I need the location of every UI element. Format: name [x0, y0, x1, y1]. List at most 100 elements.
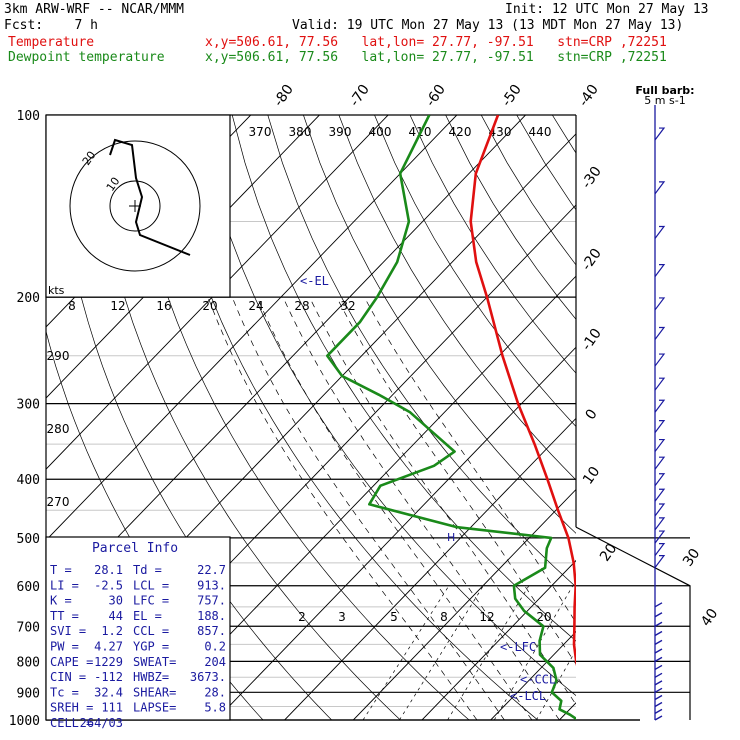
parcel-info-key: LCL =: [133, 578, 169, 592]
theta-label: 290: [47, 349, 70, 363]
temperature-trace: [469, 115, 576, 667]
wind-barb: [654, 621, 663, 627]
parcel-info-value: 22.7: [197, 563, 226, 577]
parcel-info-value: 204: [204, 655, 226, 669]
sounding-traces: [326, 115, 576, 720]
isotherm-line: [490, 631, 576, 720]
parcel-info-key: YGP =: [133, 640, 169, 654]
parcel-info-value: 264/03: [80, 716, 123, 730]
wind-barb: [654, 694, 663, 701]
parcel-info-key: T =: [50, 563, 72, 577]
isotherm-line: [46, 115, 526, 613]
wind-barb: [654, 503, 666, 517]
isotherm-label: 10: [580, 464, 603, 488]
isotherm-line: [215, 346, 576, 720]
hodograph-units: kts: [48, 284, 65, 297]
isotherm-label: -40: [576, 82, 602, 110]
hodograph-speed-label: 16: [156, 299, 171, 313]
mixing-ratio-label: 3: [338, 610, 346, 624]
wind-barb: [654, 438, 666, 452]
parcel-info-key: SREH =: [50, 701, 93, 715]
mixing-ratio-label: 5: [390, 610, 398, 624]
wind-barbs: Full barb:5 m s-1: [635, 84, 695, 721]
wind-barb: [654, 353, 666, 367]
dry-adiabat: [89, 115, 401, 720]
dry-adiabat: [552, 115, 576, 154]
wind-barb: [654, 377, 666, 391]
wind-barb: [654, 264, 666, 277]
hodograph-speed-label: 28: [294, 299, 309, 313]
mixing-ratio-line: [493, 585, 574, 720]
parcel-info-value: 28.: [204, 685, 226, 699]
pressure-tick-label: 800: [17, 655, 40, 670]
isotherm-line: [697, 115, 740, 720]
isotherm-label: -20: [579, 246, 605, 274]
parcel-info-key: Td =: [133, 563, 162, 577]
header: 3km ARW-WRF -- NCAR/MMM Init: 12 UTC Mon…: [0, 0, 740, 70]
parcel-info-value: 913.: [197, 578, 226, 592]
pressure-tick-label: 600: [17, 580, 40, 595]
isotherm-line: [46, 115, 389, 470]
moist-adiabat: [207, 296, 478, 720]
dry-adiabat: [659, 115, 740, 720]
wind-barb: [654, 555, 666, 569]
temperature-label: Temperature: [8, 35, 95, 50]
wind-barb: [654, 630, 663, 637]
wind-barb: [654, 715, 663, 721]
level-marker: <-LFC: [500, 640, 536, 654]
dry-adiabat: [480, 115, 576, 266]
parcel-info-key: CAPE =: [50, 655, 93, 669]
theta-e-label: 390: [329, 125, 352, 139]
theta-e-label: 440: [529, 125, 552, 139]
dry-adiabat: [196, 115, 576, 697]
theta-label: 270: [47, 495, 70, 509]
valid-time: Valid: 19 UTC Mon 27 May 13 (13 MDT Mon …: [292, 18, 684, 33]
dry-adiabat: [125, 115, 470, 720]
wind-barb: [654, 672, 663, 678]
isotherm-label: 30: [680, 546, 703, 570]
moist-adiabat: [309, 296, 576, 705]
isotherm-label: -70: [347, 82, 373, 110]
parcel-info-value: 1.2: [101, 624, 123, 638]
wind-barb: [654, 656, 663, 662]
mixing-ratio-label: 20: [536, 610, 551, 624]
parcel-info-value: 188.: [197, 609, 226, 623]
parcel-info-value: 30: [109, 594, 123, 608]
parcel-info-value: -2.5: [94, 578, 123, 592]
parcel-info-key: CELL =: [50, 716, 93, 730]
wind-barb: [654, 420, 666, 434]
isotherm-label: 0: [583, 406, 601, 422]
right-axis-extension: [575, 526, 691, 720]
wind-barb: [654, 297, 666, 311]
parcel-info-value: 32.4: [94, 685, 123, 699]
pressure-tick-label: 1000: [9, 714, 40, 729]
pressure-tick-label: 200: [17, 291, 40, 306]
dry-adiabat: [409, 115, 576, 374]
wind-barb: [654, 181, 666, 195]
parcel-info-value: 44: [109, 609, 123, 623]
parcel-info-value: 3673.: [190, 670, 226, 684]
parcel-info-key: SVI =: [50, 624, 86, 638]
hodograph-speed-label: 12: [110, 299, 125, 313]
moist-adiabat: [282, 296, 560, 720]
wind-barb: [654, 225, 666, 239]
wind-barb: [654, 127, 666, 141]
parcel-info-value: 757.: [197, 594, 226, 608]
pressure-tick-label: 300: [17, 398, 40, 413]
parcel-info-value: 28.1: [94, 563, 123, 577]
isotherm-line: [284, 417, 576, 720]
dewpoint-info: x,y=506.61, 77.56 lat,lon= 27.77, -97.51…: [205, 50, 667, 65]
parcel-info-value: -112: [94, 670, 123, 684]
hodograph-speed-label: 32: [340, 299, 355, 313]
model-title: 3km ARW-WRF -- NCAR/MMM: [4, 2, 185, 17]
dry-adiabat: [695, 115, 740, 720]
parcel-info-value: 857.: [197, 624, 226, 638]
isotherm-label: -30: [579, 164, 605, 192]
level-marker: <-EL: [300, 274, 329, 288]
parcel-info-key: PW =: [50, 640, 79, 654]
barb-legend-label: Full barb:: [635, 84, 694, 97]
theta-e-label: 420: [449, 125, 472, 139]
isotherm-label: 20: [597, 541, 620, 565]
